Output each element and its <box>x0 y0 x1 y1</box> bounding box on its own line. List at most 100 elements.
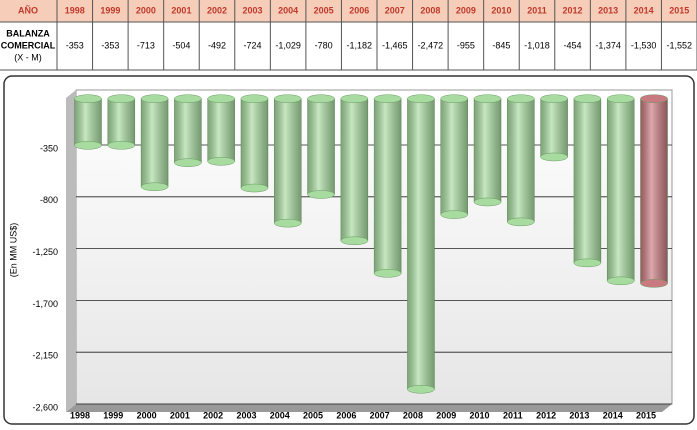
bar-shade <box>573 98 601 263</box>
bar-top <box>274 94 302 103</box>
x-tick-label: 2003 <box>236 410 256 420</box>
bar-cap <box>340 236 369 246</box>
bar-cap <box>473 197 502 207</box>
x-tick-label: 2010 <box>470 410 490 420</box>
bar-cap <box>440 210 468 219</box>
table-year: 2003 <box>243 5 263 15</box>
table-value: -504 <box>172 40 190 50</box>
bar-shade <box>74 98 102 146</box>
bar-top <box>540 94 568 103</box>
header-label: AÑO <box>18 5 38 15</box>
bar-top <box>473 94 502 103</box>
bar-top <box>107 94 136 103</box>
table-year: 2011 <box>527 5 547 15</box>
data-row <box>0 22 697 70</box>
bar-cap <box>507 217 535 227</box>
bar-top <box>340 94 369 103</box>
bar-top <box>573 94 602 103</box>
x-tick-label: 2006 <box>336 410 356 420</box>
bar-shade <box>340 98 368 241</box>
x-tick-label: 2014 <box>603 410 623 420</box>
bar-cap <box>606 276 635 286</box>
table-year: 2013 <box>598 5 618 15</box>
x-tick-label: 2002 <box>203 410 223 420</box>
x-tick-label: 1998 <box>70 410 90 420</box>
bar-cap <box>373 269 402 278</box>
bar-top <box>606 94 635 103</box>
bar-shade <box>207 98 235 162</box>
y-axis-label: (En MM US$) <box>8 223 18 278</box>
table-value: -1,029 <box>275 40 301 50</box>
floor <box>66 404 672 412</box>
table-year: 2007 <box>385 5 405 15</box>
x-tick-label: 2005 <box>303 410 323 420</box>
table-value: -955 <box>457 40 475 50</box>
table-year: 2006 <box>349 5 369 15</box>
table-value: -1,018 <box>524 40 550 50</box>
x-tick-label: 2008 <box>403 410 423 420</box>
bar-shade <box>307 98 335 195</box>
table-year: 2012 <box>563 5 583 15</box>
bar-top <box>640 94 668 103</box>
table-value: -1,374 <box>595 40 621 50</box>
x-tick-label: 2001 <box>170 410 190 420</box>
table-value: -454 <box>564 40 582 50</box>
x-tick-label: 2000 <box>137 410 157 420</box>
bar-shade <box>640 98 668 284</box>
row-label: (X - M) <box>14 52 42 62</box>
bar-top <box>373 94 402 103</box>
bar-cap <box>240 183 269 193</box>
table-value: -353 <box>66 40 84 50</box>
bar-cap <box>74 141 102 150</box>
table-year: 2009 <box>456 5 476 15</box>
bar-shade <box>440 98 468 215</box>
table-year: 2004 <box>278 5 298 15</box>
bar-shade <box>107 98 135 146</box>
bar-shade <box>240 98 268 189</box>
table-year: 2000 <box>136 5 156 15</box>
bar-cap <box>107 141 136 150</box>
y-tick-label: -1,700 <box>32 299 58 309</box>
x-tick-label: 1999 <box>103 410 123 420</box>
table-year: 1998 <box>65 5 85 15</box>
table-value: -1,552 <box>666 40 692 50</box>
bar-top <box>174 94 202 103</box>
bar-shade <box>607 98 635 281</box>
bar-cap <box>307 190 335 199</box>
bar-cap <box>540 152 568 162</box>
bar-shade <box>407 98 435 390</box>
y-tick-label: -1,250 <box>32 247 58 257</box>
row-label: COMERCIAL <box>1 40 56 50</box>
bar-cap <box>207 157 235 166</box>
bar-top <box>240 94 269 103</box>
table-value: -780 <box>315 40 333 50</box>
table-value: -724 <box>244 40 262 50</box>
side-wall <box>66 90 76 412</box>
bar-shade <box>174 98 202 163</box>
x-tick-label: 2015 <box>636 410 656 420</box>
bar-top <box>407 94 435 103</box>
y-tick-label: -800 <box>40 195 58 205</box>
table-value: -1,530 <box>631 40 657 50</box>
table-year: 2014 <box>634 5 654 15</box>
bar-cap <box>174 158 202 167</box>
header-row <box>0 0 697 22</box>
bar-top <box>207 94 235 103</box>
bar-shade <box>274 98 302 224</box>
y-tick-label: -2,150 <box>32 351 58 361</box>
bar-cap <box>274 218 302 228</box>
table-year: 2002 <box>207 5 227 15</box>
table-value: -713 <box>137 40 155 50</box>
y-tick-label: -350 <box>40 143 58 153</box>
x-tick-label: 2009 <box>436 410 456 420</box>
bar-top <box>74 94 102 103</box>
table-year: 2005 <box>314 5 334 15</box>
bar-top <box>440 94 468 103</box>
table-year: 2001 <box>171 5 191 15</box>
x-tick-label: 2013 <box>569 410 589 420</box>
x-tick-label: 2004 <box>270 410 290 420</box>
x-tick-label: 2012 <box>536 410 556 420</box>
table-year: 2010 <box>491 5 511 15</box>
x-tick-label: 2007 <box>370 410 390 420</box>
